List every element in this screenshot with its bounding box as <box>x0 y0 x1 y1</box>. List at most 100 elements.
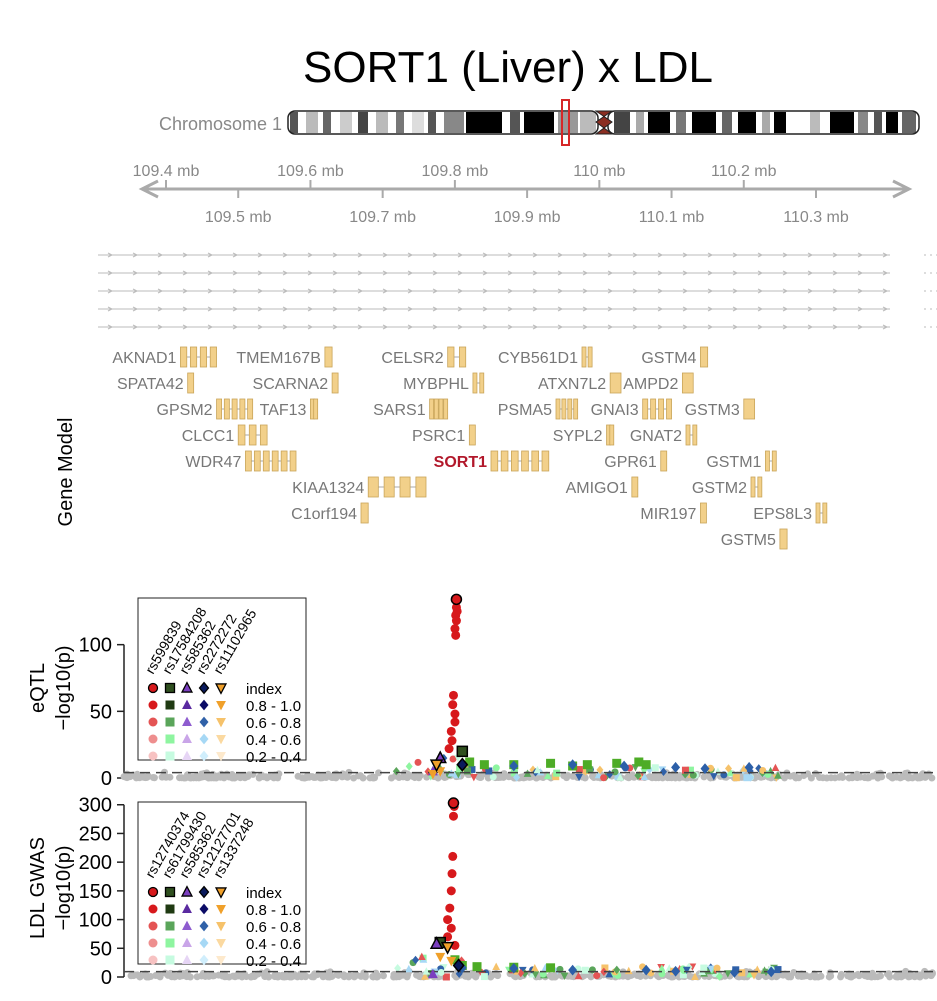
axis-tick-label: 110.3 mb <box>783 209 849 226</box>
index-variant-point <box>429 936 444 949</box>
gene-gpsm2: GPSM2 <box>157 398 254 420</box>
ld-point <box>640 768 649 776</box>
data-point <box>465 757 475 767</box>
background-point <box>831 774 839 782</box>
data-point <box>634 757 644 767</box>
gene-exon <box>700 502 707 524</box>
background-point <box>434 774 442 782</box>
gene-exon <box>779 528 788 550</box>
gene-exon <box>685 424 691 446</box>
gene-gstm2: GSTM2 <box>692 476 763 498</box>
ld-point <box>715 972 723 981</box>
gene-exon <box>447 346 455 368</box>
legend-marker <box>216 921 226 932</box>
y-axis-tick-label: 50 <box>90 701 112 723</box>
legend-marker <box>165 734 175 744</box>
gene-exon <box>189 346 198 368</box>
gene-exon <box>609 372 622 394</box>
figure-title: SORT1 (Liver) x LDL <box>303 43 713 92</box>
background-point <box>129 972 137 980</box>
strand-arrow-icon <box>457 306 464 312</box>
background-point <box>676 771 684 779</box>
gene-tmem167b: TMEM167B <box>236 346 333 368</box>
gene-exon <box>223 398 230 420</box>
ld-point <box>726 768 735 776</box>
strand-arrow-icon <box>732 324 739 330</box>
ld-point <box>606 770 614 779</box>
axis-arrow-left-icon <box>138 179 159 199</box>
gene-cyb561d1: CYB561D1 <box>498 346 593 368</box>
strand-arrow-icon <box>107 288 114 294</box>
gene-exon <box>245 450 252 472</box>
background-point <box>280 973 288 981</box>
chromosome-band <box>902 112 916 133</box>
gene-exon <box>650 398 657 420</box>
strand-arrow-icon <box>857 324 864 330</box>
data-point <box>451 616 461 626</box>
strand-arrow-icon <box>182 270 189 276</box>
data-point <box>479 760 489 770</box>
chromosome-band <box>810 112 820 133</box>
ld-point <box>605 970 614 978</box>
ld-point <box>689 771 697 779</box>
legend-marker <box>164 682 176 694</box>
gene-sort1: SORT1 <box>434 450 550 472</box>
gene-model-track: Gene Model AKNAD1 TMEM167B CELSR2 CYB561D1 G… <box>55 346 828 550</box>
ld-point <box>616 773 625 781</box>
strand-arrow-icon <box>357 306 364 312</box>
background-point <box>271 973 279 981</box>
background-point <box>651 771 659 779</box>
ld-point <box>489 773 497 781</box>
strand-arrow-icon <box>157 288 164 294</box>
gene-exon <box>280 450 288 472</box>
background-point <box>854 773 862 781</box>
background-point <box>550 973 558 981</box>
gene-label: SCARNA2 <box>253 376 329 393</box>
background-point <box>864 972 872 980</box>
strand-arrow-icon <box>182 324 189 330</box>
gene-label: GSTM2 <box>692 480 747 497</box>
gene-exon <box>555 398 561 420</box>
data-point <box>446 956 457 967</box>
background-point <box>806 973 814 981</box>
strand-arrow-icon <box>107 324 114 330</box>
strand-arrow-icon <box>382 270 389 276</box>
background-point <box>646 773 654 781</box>
ld-point <box>469 774 478 782</box>
y-axis-tick-label: 100 <box>79 635 112 657</box>
ld-point <box>771 763 780 772</box>
strand-arrow-icon <box>332 324 339 330</box>
ld-point <box>601 964 609 972</box>
strand-arrow-icon <box>707 252 714 258</box>
gene-exon <box>383 476 395 498</box>
legend-marker <box>199 954 209 966</box>
background-point <box>837 973 845 981</box>
ld-point <box>414 758 422 766</box>
gene-exon <box>239 398 246 420</box>
background-point <box>855 972 863 980</box>
index-variant-point <box>429 759 444 773</box>
legend-marker <box>148 751 158 761</box>
strand-arrow-icon <box>582 288 589 294</box>
background-point <box>795 774 803 782</box>
legend-marker <box>182 903 192 914</box>
gene-exon <box>367 476 379 498</box>
gene-label: AMIGO1 <box>566 480 628 497</box>
gene-exon <box>209 346 217 368</box>
legend-marker <box>198 885 210 899</box>
background-point <box>372 969 380 977</box>
axis-tick-label: 110.1 mb <box>639 209 705 226</box>
gene-label: GSTM4 <box>641 350 696 367</box>
legend-marker <box>216 751 226 762</box>
legend-row-label: 0.2 - 0.4 <box>246 953 301 970</box>
ld-point <box>732 774 740 782</box>
gene-exon <box>289 450 297 472</box>
strand-arrow-icon <box>732 306 739 312</box>
ld-point <box>725 764 733 773</box>
strand-arrow-icon <box>457 324 464 330</box>
ld-point <box>743 774 751 782</box>
data-point <box>509 962 519 974</box>
gene-label: EPS8L3 <box>753 506 812 523</box>
gene-exon <box>248 424 257 446</box>
strand-arrow-icon <box>182 306 189 312</box>
